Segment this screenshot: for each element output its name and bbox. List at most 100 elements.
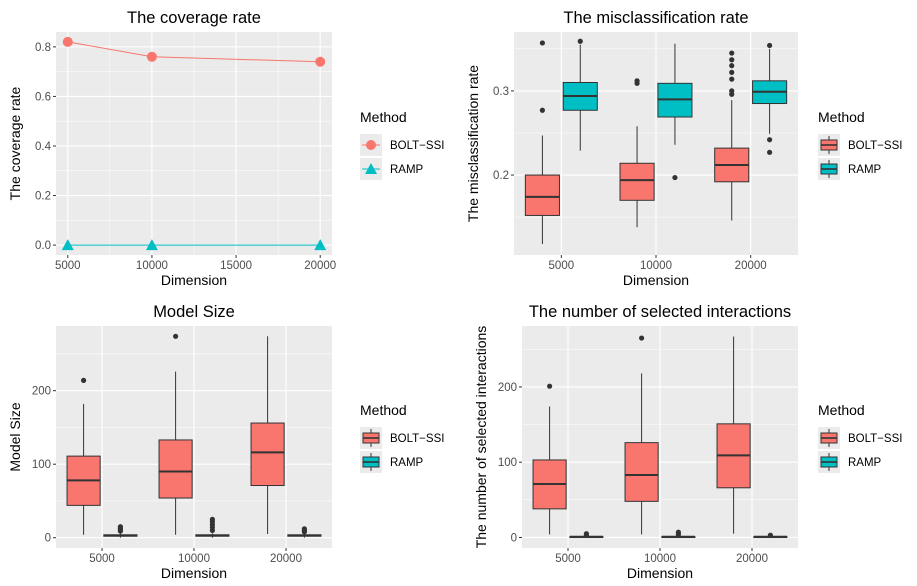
legend-key-ramp (360, 451, 382, 473)
legend-label: RAMP (390, 457, 424, 469)
legend-label: RAMP (848, 164, 882, 176)
chart-title: The number of selected interactions (529, 303, 791, 321)
x-tick-label: 5000 (555, 553, 581, 565)
legend-label: BOLT−SSI (390, 433, 444, 445)
legend-key-ramp (360, 158, 382, 180)
y-axis-label: The number of selected interactions (473, 326, 489, 549)
outlier-point (729, 69, 735, 75)
data-point (146, 51, 157, 62)
x-axis-label: Dimension (161, 272, 227, 288)
boxplot (657, 43, 693, 181)
y-tick-label: 0.6 (35, 91, 51, 103)
series-ramp (103, 516, 322, 538)
data-point (62, 36, 73, 47)
model-size-chart: 5000 10000 20000 0 100 200 Model Size Dimension… (7, 303, 444, 581)
outlier-point (675, 529, 682, 535)
y-tick-label: 0.2 (493, 170, 509, 182)
legend: Method BOLT−SSI RAMP (818, 402, 902, 473)
legend-triangle-marker (365, 163, 377, 174)
y-tick-label: 0 (45, 533, 51, 545)
legend: Method BOLT−SSI RAMP (360, 402, 444, 473)
series-bolt-ssi (66, 333, 285, 535)
outlier-point (767, 137, 773, 143)
boxplot (287, 526, 322, 538)
boxplot (524, 40, 560, 245)
x-axis-label: Dimension (161, 565, 227, 581)
y-tick-label: 0.0 (35, 240, 51, 252)
boxplot (661, 529, 696, 538)
outlier-point (117, 524, 123, 530)
boxplot (753, 532, 788, 538)
x-tick-label: 10000 (178, 553, 210, 565)
x-tick-label: 5000 (55, 260, 81, 272)
legend-title: Method (360, 109, 407, 125)
series-ramp (562, 38, 788, 181)
outlier-point (539, 40, 546, 46)
legend-key-bolt-ssi (818, 134, 840, 156)
data-point (315, 56, 326, 67)
boxplot (569, 531, 604, 538)
legend: Method BOLT−SSI RAMP (818, 109, 902, 180)
y-tick-label: 0.4 (35, 141, 52, 153)
x-axis-label: Dimension (623, 272, 689, 288)
outlier-point (767, 149, 773, 155)
outlier-point (173, 333, 179, 339)
outlier-point (767, 532, 774, 538)
data-point (314, 239, 327, 251)
box (158, 439, 193, 499)
outlier-point (729, 57, 735, 63)
y-tick-label: 0.3 (493, 86, 509, 98)
y-axis-label: The coverage rate (7, 86, 23, 200)
boxplot (532, 383, 567, 535)
x-tick-label: 10000 (644, 553, 676, 565)
boxplot (562, 38, 598, 151)
legend-key-bolt-ssi (360, 134, 382, 156)
boxplot (66, 377, 101, 535)
legend-key-bolt-ssi (818, 427, 840, 449)
legend-key-ramp (818, 158, 840, 180)
boxplot (250, 336, 285, 535)
y-tick-label: 0 (511, 532, 517, 544)
x-tick-label: 20000 (736, 553, 768, 565)
x-tick-label: 20000 (304, 260, 336, 272)
legend: Method BOLT−SSI RAMP (360, 109, 444, 180)
chart-title: The misclassification rate (563, 9, 748, 27)
outlier-point (577, 38, 583, 44)
legend-circle-marker (366, 140, 376, 150)
x-tick-label: 20000 (735, 260, 767, 272)
chart-title: The coverage rate (127, 9, 261, 27)
chart-title: Model Size (153, 303, 235, 321)
legend-title: Method (818, 402, 865, 418)
y-axis-label: Model Size (7, 402, 23, 471)
boxplot (752, 42, 788, 155)
boxplot (103, 524, 138, 538)
misclassification-rate-chart: 5000 10000 20000 0.2 0.3 The misclassificatio… (465, 9, 902, 288)
legend-label: BOLT−SSI (848, 433, 902, 445)
box (619, 162, 655, 201)
y-tick-label: 100 (32, 459, 51, 471)
boxplot (158, 333, 193, 535)
legend-label: RAMP (848, 457, 882, 469)
x-tick-label: 15000 (220, 260, 252, 272)
x-tick-label: 5000 (89, 553, 115, 565)
x-tick-label: 20000 (270, 553, 302, 565)
outlier-point (634, 78, 640, 84)
series-ramp (61, 239, 327, 251)
legend-title: Method (360, 402, 407, 418)
box (524, 174, 560, 216)
series-bolt-ssi (532, 335, 751, 535)
legend-label: RAMP (390, 164, 424, 176)
outlier-point (767, 42, 773, 49)
coverage-rate-chart: 5000 10000 15000 20000 0.0 0.2 0.4 0.6 0.8 The co… (7, 9, 444, 288)
outlier-point (209, 516, 215, 522)
outlier-point (301, 526, 307, 532)
y-tick-label: 0.2 (35, 191, 51, 203)
y-axis-label: The misclassification rate (465, 65, 481, 222)
y-tick-label: 100 (498, 457, 517, 469)
outlier-point (583, 531, 590, 537)
x-tick-label: 10000 (640, 260, 672, 272)
y-tick-label: 200 (32, 386, 51, 398)
outlier-point (729, 63, 735, 69)
legend-label: BOLT−SSI (390, 140, 444, 152)
